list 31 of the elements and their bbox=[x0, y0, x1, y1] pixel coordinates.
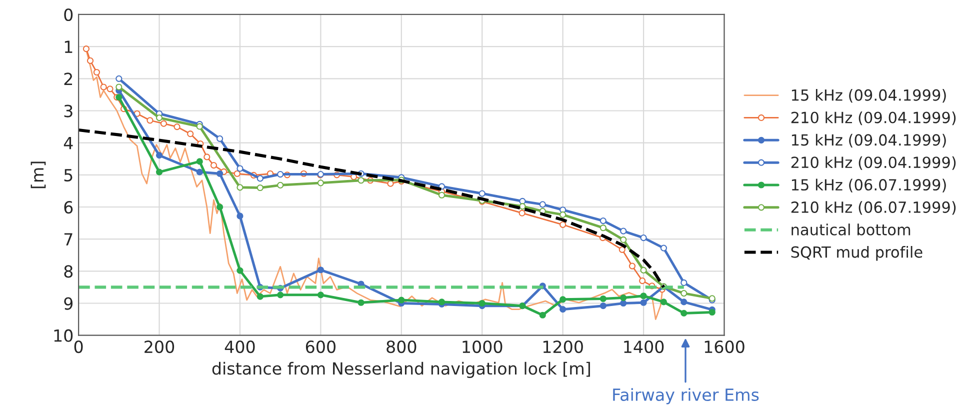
y-tick-label: 0 bbox=[64, 8, 73, 22]
legend-label: 15 kHz (06.07.1999) bbox=[792, 178, 946, 192]
x-tick-label: 1200 bbox=[543, 340, 583, 354]
y-tick-label: 4 bbox=[64, 137, 73, 150]
y-tick-label: 9 bbox=[64, 297, 73, 310]
x-tick-label: 200 bbox=[144, 340, 174, 354]
legend-label: 210 kHz (09.04.1999) bbox=[791, 156, 956, 170]
x-tick-label: 1400 bbox=[624, 340, 664, 354]
text: Fairway river Ems bbox=[613, 388, 759, 404]
x-tick-label: 0 bbox=[74, 340, 83, 354]
x-tick-label: 600 bbox=[306, 340, 336, 354]
y-tick-label: 10 bbox=[54, 329, 73, 342]
x-tick-label: 400 bbox=[224, 340, 255, 354]
x-tick-label: 1000 bbox=[462, 340, 502, 354]
y-tick-label: 1 bbox=[64, 40, 72, 53]
legend-label: 210 kHz (06.07.1999) bbox=[791, 201, 956, 215]
legend-label: 15 kHz (09.04.1999) bbox=[792, 134, 946, 148]
y-tick-label: 8 bbox=[64, 265, 73, 278]
x-tick-label: 1600 bbox=[704, 340, 744, 354]
legend-label: 210 kHz (09.04.1999) bbox=[791, 111, 956, 126]
y-axis-title: [m] bbox=[30, 162, 46, 188]
y-tick-label: 3 bbox=[64, 104, 72, 118]
y-tick-label: 6 bbox=[64, 200, 73, 214]
y-tick-label: 5 bbox=[64, 169, 72, 182]
x-axis-title: distance from Nesserland navigation lock [m] bbox=[212, 362, 590, 378]
legend-label: nautical bottom bbox=[792, 224, 910, 236]
y-tick-label: 2 bbox=[64, 72, 72, 85]
legend-label: 15 kHz (09.04.1999) bbox=[792, 89, 946, 103]
x-tick-label: 800 bbox=[386, 340, 416, 354]
legend-label: SQRT mud profile bbox=[791, 246, 922, 261]
y-tick-label: 7 bbox=[64, 233, 72, 246]
